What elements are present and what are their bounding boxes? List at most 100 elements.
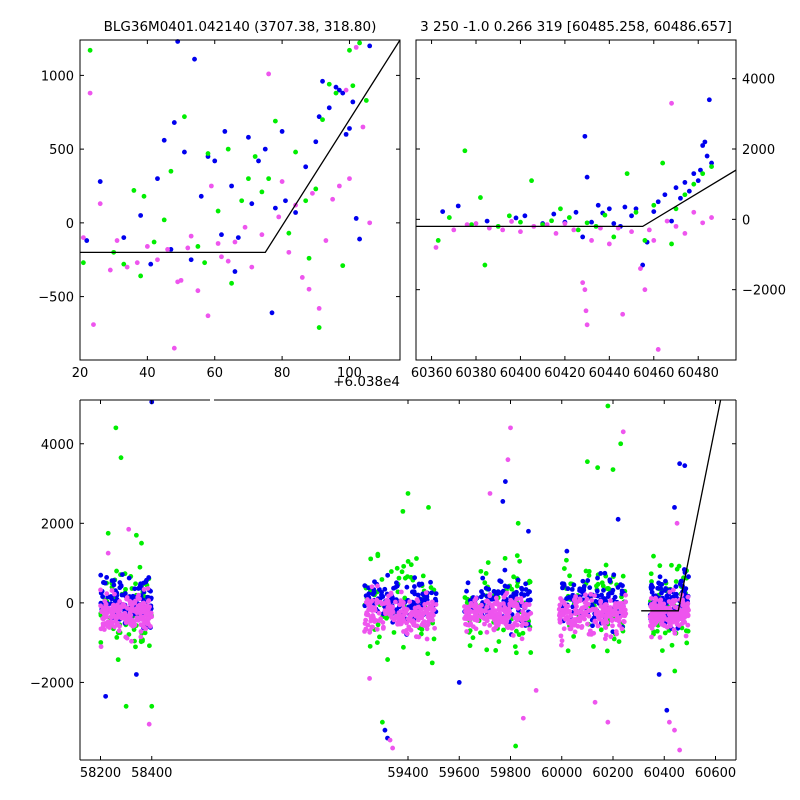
data-point: [229, 280, 234, 286]
data-point: [432, 625, 438, 631]
data-point: [564, 548, 570, 554]
data-point: [682, 463, 688, 469]
data-point: [663, 586, 669, 591]
data-point: [495, 590, 501, 596]
data-point: [399, 569, 405, 575]
data-point: [573, 611, 578, 617]
data-point: [107, 267, 113, 273]
data-point: [84, 238, 90, 243]
data-point: [239, 198, 245, 204]
x-tick-label: 59600: [439, 766, 480, 781]
data-point: [610, 587, 616, 593]
data-point: [87, 90, 93, 96]
data-point: [374, 626, 380, 632]
data-point: [672, 505, 677, 510]
data-point: [655, 199, 661, 205]
data-point: [672, 668, 678, 674]
data-point: [478, 195, 483, 200]
data-point: [326, 105, 332, 111]
data-point: [401, 613, 407, 618]
data-point: [586, 608, 591, 614]
data-point: [431, 636, 437, 642]
data-point: [388, 591, 394, 597]
data-point: [145, 621, 151, 627]
data-point: [474, 613, 480, 619]
data-point: [367, 43, 373, 49]
data-point: [98, 603, 104, 609]
data-point: [430, 608, 436, 614]
data-point: [225, 258, 231, 264]
data-point: [559, 611, 565, 617]
data-point: [467, 614, 473, 619]
data-point: [599, 613, 605, 619]
data-point: [676, 563, 682, 569]
data-point: [272, 205, 278, 211]
y-tick-label: 0: [66, 597, 74, 612]
data-point: [612, 603, 618, 609]
data-point: [610, 608, 616, 614]
data-point: [456, 680, 462, 685]
data-point: [111, 578, 117, 583]
data-point: [114, 568, 119, 574]
data-point: [215, 241, 221, 246]
data-point: [357, 40, 362, 46]
data-point: [369, 608, 375, 613]
data-point: [608, 634, 614, 640]
data-point: [595, 202, 601, 208]
data-point: [485, 604, 490, 610]
data-point: [369, 584, 375, 590]
data-point: [507, 601, 513, 607]
data-point: [385, 598, 391, 604]
data-point: [375, 551, 381, 557]
x-tick-label: 60420: [544, 366, 585, 381]
data-point: [101, 627, 107, 632]
data-point: [310, 190, 315, 196]
data-point: [119, 572, 125, 577]
data-point: [465, 580, 471, 586]
data-point: [622, 204, 628, 210]
data-point: [567, 573, 572, 579]
data-point: [484, 218, 490, 224]
data-point: [202, 260, 208, 266]
data-point: [558, 633, 564, 639]
data-point: [497, 578, 503, 584]
data-point: [528, 650, 534, 655]
data-point: [493, 648, 499, 653]
data-point: [185, 245, 191, 251]
data-point: [514, 603, 520, 609]
data-point: [165, 247, 170, 252]
data-point: [684, 640, 690, 646]
data-point: [518, 229, 523, 235]
data-point: [108, 615, 114, 620]
data-point: [195, 244, 201, 249]
data-point: [669, 642, 675, 648]
data-point: [678, 195, 683, 201]
data-point: [235, 235, 241, 241]
data-point: [130, 593, 136, 599]
data-point: [343, 131, 349, 137]
data-point: [366, 602, 371, 608]
data-point: [621, 619, 627, 625]
data-point: [374, 598, 380, 604]
data-point: [563, 616, 568, 622]
data-point: [400, 508, 406, 514]
data-point: [629, 229, 634, 235]
data-point: [657, 635, 663, 640]
data-point: [411, 589, 417, 595]
data-point: [208, 183, 214, 189]
data-point: [393, 613, 399, 619]
data-point: [492, 601, 498, 606]
data-point: [127, 616, 133, 622]
data-point: [583, 308, 589, 314]
data-point: [650, 601, 656, 607]
data-point: [198, 193, 204, 199]
data-point: [306, 255, 312, 261]
data-point: [620, 583, 625, 589]
data-point: [428, 579, 433, 585]
data-point: [416, 634, 422, 640]
data-point: [609, 617, 615, 622]
data-point: [515, 520, 521, 526]
data-point: [138, 273, 144, 279]
data-point: [428, 604, 434, 610]
data-point: [429, 590, 435, 596]
